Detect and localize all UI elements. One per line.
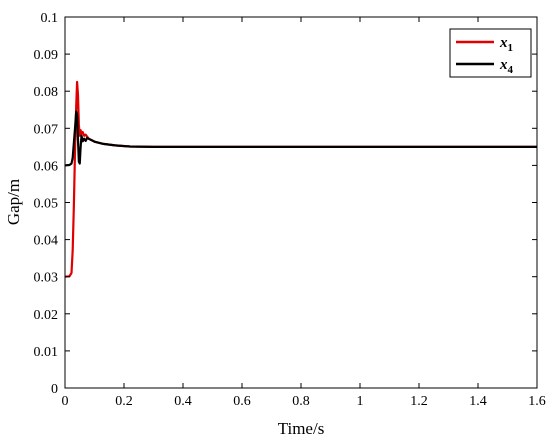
series-line-x4 (64, 110, 537, 167)
x-tick-label: 1.6 (528, 394, 546, 409)
y-tick-label: 0 (51, 382, 58, 397)
x-tick-label: 0.4 (174, 394, 192, 409)
y-tick-label: 0.07 (34, 122, 59, 137)
series-layer (64, 80, 537, 278)
y-tick-label: 0.03 (34, 271, 59, 286)
y-tick-label: 0.1 (41, 11, 59, 26)
y-tick-label: 0.06 (34, 159, 59, 174)
legend-box (449, 28, 532, 78)
x-tick-label: 0.8 (292, 394, 310, 409)
legend-label-x4: x4 (499, 57, 514, 76)
x-tick-label: 0 (62, 394, 69, 409)
legend-label-x1: x1 (499, 35, 513, 54)
x-tick-label: 1.2 (410, 394, 428, 409)
x-tick-label: 0.6 (233, 394, 251, 409)
y-axis-title: Gap/m (4, 179, 23, 225)
x-axis-title: Time/s (278, 419, 325, 438)
x-tick-label: 1.4 (469, 394, 487, 409)
x-tick-label: 0.2 (115, 394, 133, 409)
y-tick-label: 0.05 (34, 197, 59, 212)
y-tick-label: 0.04 (34, 234, 59, 249)
y-tick-label: 0.01 (34, 345, 59, 360)
x-tick-label: 1 (357, 394, 364, 409)
y-tick-label: 0.02 (34, 308, 59, 323)
ticks-layer: 0 0.2 0.4 0.6 0.8 1 1.2 1.4 1.6 0 0.01 0.02 0.03 0.04… (34, 11, 546, 409)
y-tick-label: 0.09 (34, 48, 59, 63)
plot-area (65, 17, 537, 388)
y-tick-label: 0.08 (34, 85, 59, 100)
